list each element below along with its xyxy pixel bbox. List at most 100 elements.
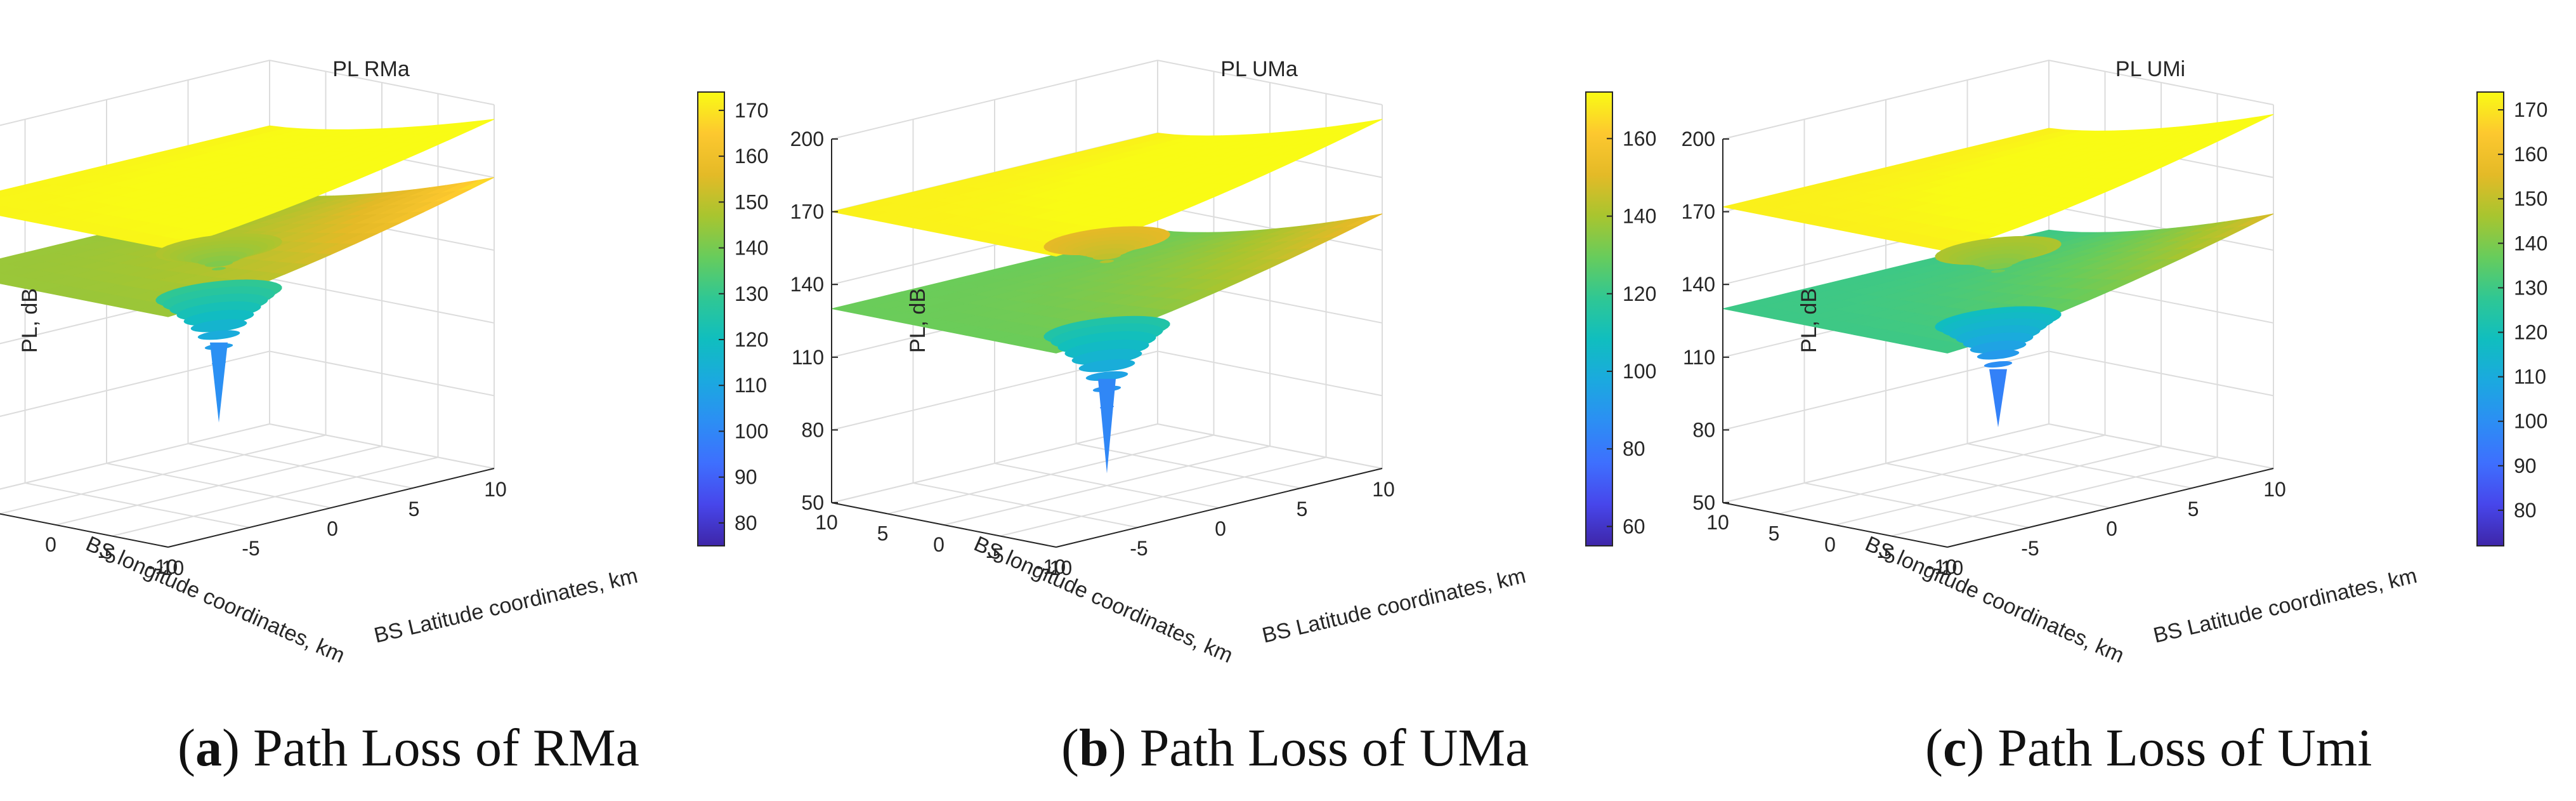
z-axis-label: PL, dB	[906, 288, 930, 353]
funnel-spike	[1989, 369, 2007, 428]
colorbar-tick-label: 140	[2514, 232, 2547, 255]
x-tick-label: 0	[45, 533, 56, 556]
upper-surface	[831, 119, 1383, 263]
grid-line	[188, 443, 413, 489]
y-tick-label: 10	[484, 478, 507, 501]
y-tick-label: -10	[1043, 557, 1072, 579]
colorbar-tick-label: 80	[2514, 499, 2537, 522]
grid-line	[831, 423, 1383, 503]
colorbar	[2476, 91, 2504, 546]
grid-line	[1722, 350, 2274, 431]
funnel-ring	[1991, 269, 2006, 273]
colorbar-tick-label: 120	[1623, 282, 1656, 305]
funnel-ring	[197, 330, 240, 340]
colorbar-tick-label: 100	[1623, 360, 1656, 383]
grid-line	[1076, 443, 1301, 489]
y-tick-label: 0	[1215, 517, 1226, 540]
y-axis-line	[167, 468, 495, 548]
funnel-ring	[211, 267, 226, 270]
y-tick-label: 10	[2263, 478, 2286, 501]
y-tick-label: 0	[2106, 517, 2117, 540]
surface-patch	[0, 272, 15, 281]
x-tick-label: 0	[933, 533, 945, 556]
x-axis-line	[831, 502, 1057, 548]
lower-surface	[831, 213, 1383, 473]
grid-line	[994, 463, 1220, 508]
z-tick-label: 200	[790, 128, 824, 150]
x-axis-line	[0, 513, 169, 548]
x-axis-label: BS longitude coordinates, km	[971, 532, 1236, 668]
funnel-ring	[1984, 361, 2013, 368]
surface-patch	[0, 263, 23, 274]
y-tick-label: -5	[242, 537, 259, 560]
y-tick-label: -5	[1130, 537, 1147, 560]
y-tick-label: 5	[1297, 498, 1308, 520]
surface-patch	[831, 302, 872, 312]
z-tick-label: 110	[1683, 346, 1715, 369]
grid-line	[0, 423, 270, 490]
colorbar-tick-label: 170	[735, 99, 768, 122]
x-tick-label: -5	[1877, 545, 1895, 567]
z-tick-label: 50	[1692, 491, 1715, 514]
caption-a: (a) Path Loss of RMa	[178, 718, 639, 778]
colorbar-tick-label: 150	[735, 190, 768, 213]
colorbar-tick-label: 160	[1623, 127, 1656, 150]
grid-line	[0, 434, 326, 515]
grid-line	[0, 350, 495, 417]
chart-title: PL RMa	[332, 57, 410, 81]
z-axis-label: PL, dB	[1797, 288, 1821, 353]
grid-line	[887, 434, 1214, 515]
x-tick-label: 10	[815, 511, 838, 534]
colorbar-tick-label: 80	[1623, 437, 1645, 460]
colorbar	[697, 91, 725, 546]
chart-title: PL UMi	[2115, 57, 2185, 81]
funnel-ring	[1092, 253, 1121, 260]
grid-line	[831, 59, 1383, 140]
colorbar	[1585, 91, 1613, 546]
chart-title: PL UMa	[1220, 57, 1298, 81]
grid-line	[1967, 443, 2192, 489]
upper-surface	[1722, 114, 2274, 273]
grid-line	[1722, 59, 2274, 140]
y-tick-label: 0	[327, 517, 338, 540]
x-tick-label: 5	[1769, 522, 1780, 545]
caption-b: (b) Path Loss of UMa	[1061, 718, 1529, 778]
x-tick-label: 5	[877, 522, 889, 545]
z-tick-label: 140	[790, 273, 824, 296]
surface-patch	[0, 205, 15, 213]
y-axis-label: BS Latitude coordinates, km	[2151, 564, 2419, 648]
axes	[831, 138, 1383, 548]
y-axis-line	[1947, 468, 2274, 548]
axes	[1722, 138, 2274, 548]
colorbar-tick-label: 120	[2514, 321, 2547, 344]
y-tick-label: -10	[1934, 557, 1963, 579]
x-tick-label: -10	[1928, 555, 1957, 578]
colorbar-tick-label: 120	[735, 328, 768, 351]
funnel-ring	[204, 260, 233, 267]
funnel-ring	[1977, 350, 2020, 360]
colorbar-tick-label: 130	[735, 282, 768, 305]
grid-line	[106, 463, 332, 508]
colorbar-gradient	[1585, 91, 1613, 546]
x-axis-line	[1722, 502, 1948, 548]
surface-patch	[1722, 201, 1763, 211]
grid-line	[0, 513, 169, 548]
z-tick-label: 170	[790, 201, 824, 223]
y-tick-label: 5	[2188, 498, 2199, 520]
colorbar-tick-label: 100	[735, 420, 768, 442]
grid-line	[0, 59, 495, 126]
surface-patch	[0, 194, 6, 199]
colorbar-tick-label: 170	[2514, 98, 2547, 121]
x-tick-label: 0	[1824, 533, 1836, 556]
surface-plot	[1722, 114, 2274, 428]
colorbar-tick-label: 100	[2514, 410, 2547, 433]
funnel-spike	[210, 342, 228, 423]
funnel-ring	[1085, 371, 1128, 381]
surface-patch	[0, 195, 23, 206]
colorbar-gradient	[697, 91, 725, 546]
y-axis-label: BS Latitude coordinates, km	[372, 564, 640, 648]
axes	[0, 468, 495, 548]
lower-surface	[1722, 213, 2274, 428]
